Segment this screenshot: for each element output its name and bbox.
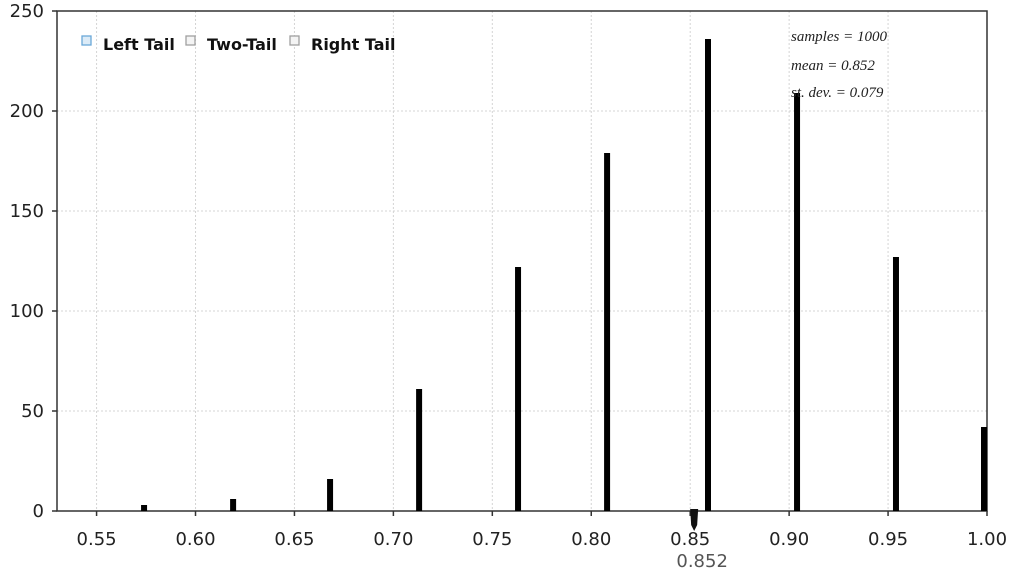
two-tail-checkbox[interactable] xyxy=(185,35,196,46)
x-tick-label: 0.90 xyxy=(769,529,809,550)
x-tick-label: 0.70 xyxy=(373,529,413,550)
legend-item-two-tail[interactable]: Two-Tail xyxy=(185,35,277,54)
x-tick-label: 0.85 xyxy=(670,529,710,550)
y-tick-label: 250 xyxy=(10,1,44,22)
histogram-bar xyxy=(981,427,987,511)
x-tick-label: 0.75 xyxy=(472,529,512,550)
x-tick-label: 0.95 xyxy=(868,529,908,550)
x-tick-label: 0.80 xyxy=(571,529,611,550)
x-tick-label: 1.00 xyxy=(967,529,1007,550)
histogram-bar xyxy=(892,257,899,511)
histogram-bar xyxy=(705,39,711,511)
samples-text: samples = 1000 xyxy=(791,29,887,45)
left-tail-checkbox[interactable] xyxy=(81,35,92,46)
histogram-bar xyxy=(515,267,522,511)
y-tick-label: 100 xyxy=(10,301,44,322)
histogram-bar xyxy=(141,505,148,511)
legend: Left Tail Two-Tail Right Tail xyxy=(81,35,395,54)
bars xyxy=(141,39,987,511)
x-tick-label: 0.55 xyxy=(77,529,117,550)
std-dev-text: st. dev. = 0.079 xyxy=(791,85,884,101)
legend-item-right-tail[interactable]: Right Tail xyxy=(289,35,395,54)
x-tick-label: 0.65 xyxy=(274,529,314,550)
x-axis-ticks: 0.55 0.60 0.65 0.70 0.75 0.80 0.85 0.90 0.95 1.00 xyxy=(77,511,1007,550)
left-tail-label: Left Tail xyxy=(103,35,175,54)
mean-text: mean = 0.852 xyxy=(791,58,875,74)
two-tail-label: Two-Tail xyxy=(207,35,277,54)
y-tick-label: 200 xyxy=(10,101,44,122)
histogram-bar xyxy=(327,479,334,511)
y-tick-label: 50 xyxy=(21,401,44,422)
y-tick-label: 0 xyxy=(33,501,44,522)
right-tail-checkbox[interactable] xyxy=(289,35,300,46)
y-tick-label: 150 xyxy=(10,201,44,222)
histogram-bar xyxy=(604,153,611,511)
legend-item-left-tail[interactable]: Left Tail xyxy=(81,35,175,54)
mean-handle-icon[interactable] xyxy=(690,509,699,531)
x-tick-label: 0.60 xyxy=(175,529,215,550)
histogram-bar xyxy=(230,499,237,511)
mean-marker[interactable]: 0.852 xyxy=(676,509,728,571)
right-tail-label: Right Tail xyxy=(311,35,395,54)
plot-frame xyxy=(56,10,988,512)
stats-box: samples = 1000 mean = 0.852 st. dev. = 0… xyxy=(791,29,887,101)
histogram-bar xyxy=(416,389,423,511)
mean-marker-label: 0.852 xyxy=(676,551,728,571)
histogram-bar xyxy=(794,93,801,511)
y-axis-ticks: 0 50 100 150 200 250 xyxy=(10,1,57,522)
